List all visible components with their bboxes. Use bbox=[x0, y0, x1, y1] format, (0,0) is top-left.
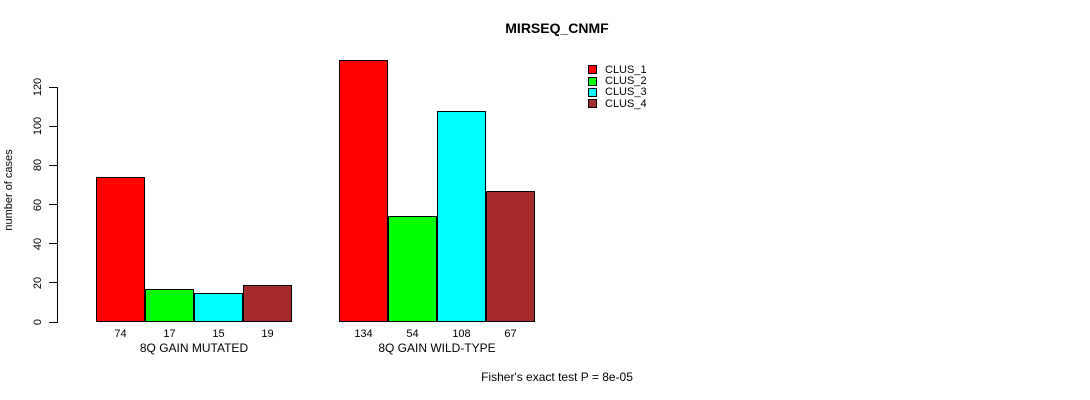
legend-label: CLUS_1 bbox=[605, 63, 647, 76]
bar-value-label: 67 bbox=[504, 328, 517, 340]
bar-value-label: 15 bbox=[212, 328, 225, 340]
legend-item: CLUS_3 bbox=[588, 86, 647, 99]
legend-label: CLUS_4 bbox=[605, 97, 647, 110]
y-tick-label: 20 bbox=[32, 276, 44, 289]
bar-clus_1-group1 bbox=[96, 177, 145, 322]
y-axis-line bbox=[57, 87, 58, 323]
bar-value-label: 19 bbox=[261, 328, 274, 340]
legend-label: CLUS_3 bbox=[605, 86, 647, 99]
legend-item: CLUS_4 bbox=[588, 97, 647, 110]
bar-clus_2-group1 bbox=[145, 288, 194, 322]
bar-clus_1-group2 bbox=[339, 59, 388, 322]
y-tick-label: 40 bbox=[32, 237, 44, 250]
bar-value-label: 74 bbox=[114, 328, 127, 340]
y-tick bbox=[49, 243, 57, 245]
legend-swatch bbox=[588, 65, 597, 75]
y-tick bbox=[49, 125, 57, 127]
y-tick bbox=[49, 321, 57, 323]
legend-label: CLUS_2 bbox=[605, 75, 647, 88]
bar-clus_4-group2 bbox=[486, 190, 535, 322]
legend-swatch bbox=[588, 87, 597, 97]
bar-value-label: 134 bbox=[354, 328, 373, 340]
bar-clus_3-group1 bbox=[194, 292, 243, 322]
chart-title: MIRSEQ_CNMF bbox=[505, 20, 609, 36]
y-tick bbox=[49, 164, 57, 166]
legend-swatch bbox=[588, 99, 597, 109]
bar-value-label: 108 bbox=[452, 328, 471, 340]
category-label: 8Q GAIN MUTATED bbox=[139, 341, 249, 355]
bar-value-label: 54 bbox=[406, 328, 419, 340]
legend-swatch bbox=[588, 76, 597, 86]
category-label: 8Q GAIN WILD-TYPE bbox=[378, 341, 496, 355]
legend: CLUS_1 CLUS_2 CLUS_3 CLUS_4 bbox=[588, 64, 647, 110]
fisher-test-annotation: Fisher's exact test P = 8e-05 bbox=[481, 370, 633, 384]
y-tick-label: 120 bbox=[32, 77, 44, 97]
bar-clus_2-group2 bbox=[388, 216, 437, 322]
legend-item: CLUS_1 bbox=[588, 63, 647, 76]
y-tick bbox=[49, 204, 57, 205]
bar-clus_4-group1 bbox=[243, 284, 292, 322]
y-tick bbox=[49, 86, 57, 88]
y-tick-label: 60 bbox=[32, 198, 44, 211]
y-tick-label: 0 bbox=[32, 318, 44, 326]
y-tick bbox=[49, 282, 57, 284]
bar-clus_3-group2 bbox=[437, 110, 486, 322]
bar-value-label: 17 bbox=[163, 328, 176, 340]
y-tick-label: 80 bbox=[32, 159, 44, 172]
y-tick-label: 100 bbox=[32, 116, 44, 136]
legend-item: CLUS_2 bbox=[588, 75, 647, 88]
y-axis-label: number of cases bbox=[3, 149, 15, 231]
